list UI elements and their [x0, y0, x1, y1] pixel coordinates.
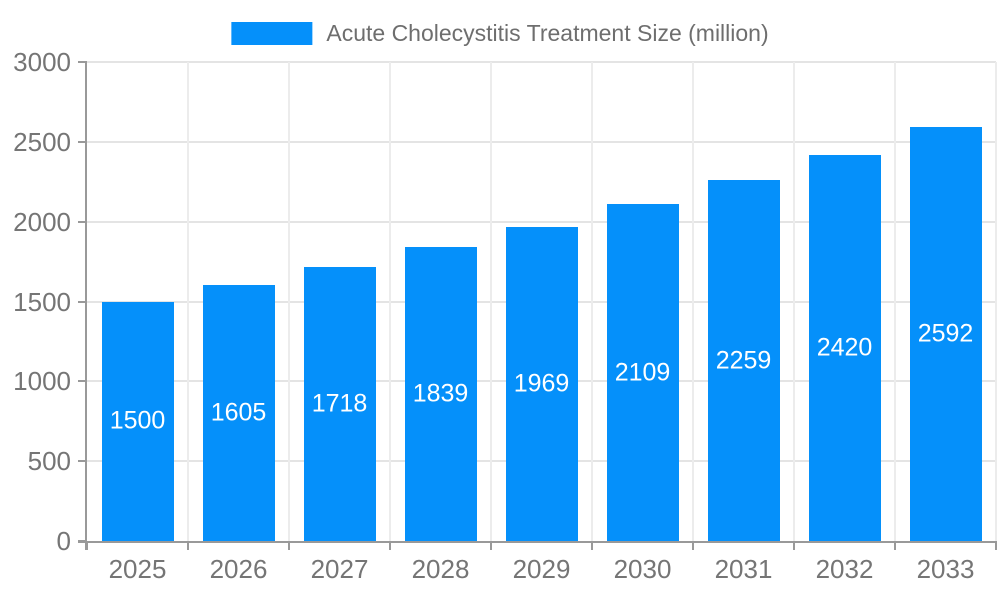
y-axis-tick: [78, 61, 87, 63]
x-axis-tick: [288, 541, 290, 550]
bar-value-label: 1500: [109, 406, 166, 435]
x-axis-tick: [894, 541, 896, 550]
bar-value-label: 1839: [412, 379, 469, 408]
y-axis-tick: [78, 140, 87, 143]
x-axis-tick: [86, 541, 88, 550]
gridline-vertical: [288, 62, 290, 541]
y-axis-tick-label: 2500: [13, 126, 71, 157]
bar-2027[interactable]: 1718: [303, 266, 376, 541]
x-axis-tick: [591, 541, 593, 550]
y-axis-tick-label: 1500: [13, 286, 71, 317]
y-axis-tick: [78, 380, 87, 383]
bar-2028[interactable]: 1839: [404, 247, 477, 541]
y-axis-tick-label: 500: [27, 446, 71, 477]
y-axis-tick-label: 3000: [13, 47, 71, 77]
bar-value-label: 2592: [917, 319, 974, 348]
gridline-vertical: [490, 62, 492, 541]
x-axis-tick: [793, 541, 795, 550]
y-axis-line: [85, 62, 87, 550]
y-axis-tick: [78, 300, 87, 303]
gridline-horizontal: [87, 61, 996, 63]
x-axis-line: [78, 541, 996, 543]
y-axis-tick-label: 1000: [13, 366, 71, 397]
y-axis-tick: [78, 460, 87, 463]
x-axis-tick-label: 2026: [209, 554, 268, 584]
bar-2026[interactable]: 1605: [202, 284, 275, 541]
bar-value-label: 1969: [513, 369, 570, 398]
gridline-vertical: [894, 62, 896, 541]
y-axis-tick: [78, 220, 87, 223]
legend[interactable]: Acute Cholecystitis Treatment Size (mill…: [231, 20, 769, 47]
x-axis-tick-label: 2027: [310, 554, 369, 584]
x-axis-tick-label: 2029: [512, 554, 571, 584]
gridline-vertical: [187, 62, 189, 541]
y-axis-tick-label: 0: [56, 526, 71, 556]
x-axis-tick-label: 2028: [411, 554, 470, 584]
x-axis-tick-label: 2031: [714, 554, 773, 584]
gridline-vertical: [692, 62, 694, 541]
bar-2033[interactable]: 2592: [909, 127, 982, 541]
bar-2032[interactable]: 2420: [808, 154, 881, 541]
gridline-vertical: [389, 62, 391, 541]
x-axis-tick: [389, 541, 391, 550]
x-axis-tick-label: 2033: [916, 554, 975, 584]
x-axis-tick-label: 2032: [815, 554, 874, 584]
x-axis-tick: [995, 541, 997, 550]
bar-2031[interactable]: 2259: [707, 180, 780, 541]
x-axis-tick-label: 2030: [613, 554, 672, 584]
gridline-horizontal: [87, 220, 996, 223]
x-axis-tick-label: 2025: [108, 554, 167, 584]
bar-value-label: 1718: [311, 389, 368, 418]
gridline-vertical: [591, 62, 593, 541]
bar-value-label: 2259: [715, 346, 772, 375]
gridline-vertical: [995, 62, 997, 541]
bar-2030[interactable]: 2109: [606, 204, 679, 541]
x-axis-tick: [692, 541, 694, 550]
gridline-horizontal: [87, 140, 996, 143]
bar-value-label: 2420: [816, 333, 873, 362]
bar-2029[interactable]: 1969: [505, 226, 578, 541]
x-axis-tick: [490, 541, 492, 550]
bar-value-label: 2109: [614, 358, 671, 387]
legend-swatch: [231, 22, 313, 45]
gridline-vertical: [793, 62, 795, 541]
bar-2025[interactable]: 1500: [101, 301, 174, 541]
bar-value-label: 1605: [210, 398, 267, 427]
legend-label: Acute Cholecystitis Treatment Size (mill…: [326, 20, 769, 46]
x-axis-tick: [187, 541, 189, 550]
y-axis-tick-label: 2000: [13, 206, 71, 237]
